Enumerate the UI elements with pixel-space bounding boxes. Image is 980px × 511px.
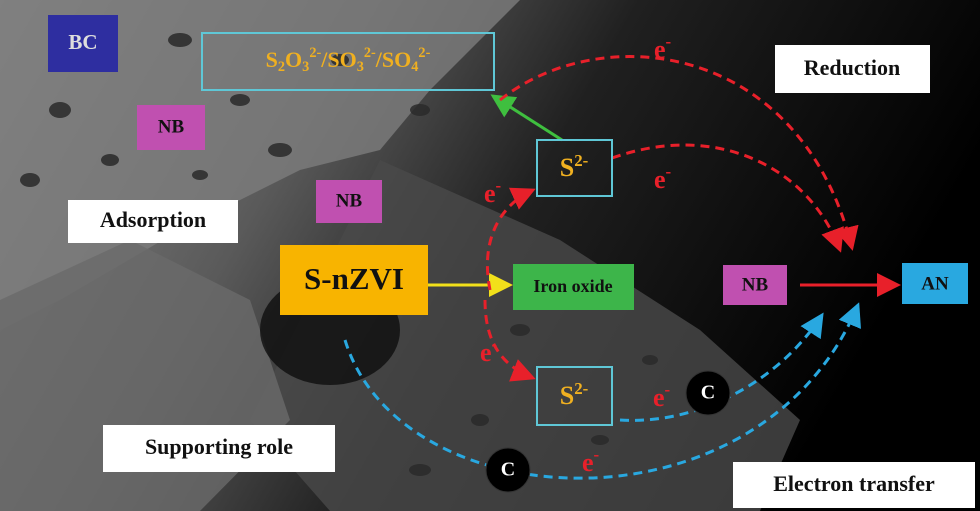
an-label: AN [921, 273, 949, 294]
bc-label: BC [68, 30, 97, 54]
dashed-arrow [611, 143, 844, 253]
sulfide-box [536, 139, 613, 197]
electron-label: e- [653, 380, 670, 412]
iron-oxide-box [513, 264, 634, 310]
arrow [490, 94, 563, 142]
boxes: BC S2O32-/SO32-/SO42- Reduction NB NB NB… [48, 15, 975, 508]
electron-label: e- [654, 32, 671, 64]
carbon-label: C [501, 459, 515, 481]
electrons: e- e- e- e- e- e- [480, 32, 671, 477]
dashed-arrow [483, 299, 536, 382]
electron-transfer-label: Electron transfer [773, 471, 935, 496]
s-nzvi-box [280, 245, 428, 315]
electron-label: e- [582, 445, 599, 477]
supporting-role-label: Supporting role [145, 434, 293, 459]
adsorption-box [68, 200, 238, 243]
reduction-box [775, 45, 930, 93]
dashed-arrow [499, 55, 859, 251]
carbon-circle [685, 370, 731, 416]
arrows [343, 55, 901, 480]
nb-label: NB [336, 190, 363, 211]
nb-box [137, 105, 205, 150]
nb-box [723, 265, 787, 305]
sulfide-label: S2- [560, 151, 589, 182]
electron-label: e- [480, 335, 497, 367]
carbon-label: C [701, 382, 715, 404]
adsorption-label: Adsorption [100, 207, 206, 232]
electron-label: e- [484, 176, 501, 208]
s-nzvi-label: S-nZVI [304, 261, 404, 296]
an-box [902, 263, 968, 304]
sulfide-label: S2- [560, 379, 589, 410]
electron-label: e- [654, 162, 671, 194]
dashed-arrow [343, 302, 861, 480]
reduction-label: Reduction [804, 55, 901, 80]
carbon-circle [485, 447, 531, 493]
bc-box [48, 15, 118, 72]
formula-box [201, 32, 495, 91]
electron-transfer-box [733, 462, 975, 508]
sulfide-box [536, 366, 613, 426]
nb-box [316, 180, 382, 223]
formula-label: S2O32-/SO32-/SO42- [266, 45, 431, 75]
dashed-arrow [485, 187, 536, 291]
nb-label: NB [742, 274, 769, 295]
iron-oxide-label: Iron oxide [533, 276, 612, 296]
nb-label: NB [158, 116, 185, 137]
supporting-role-box [103, 425, 335, 472]
